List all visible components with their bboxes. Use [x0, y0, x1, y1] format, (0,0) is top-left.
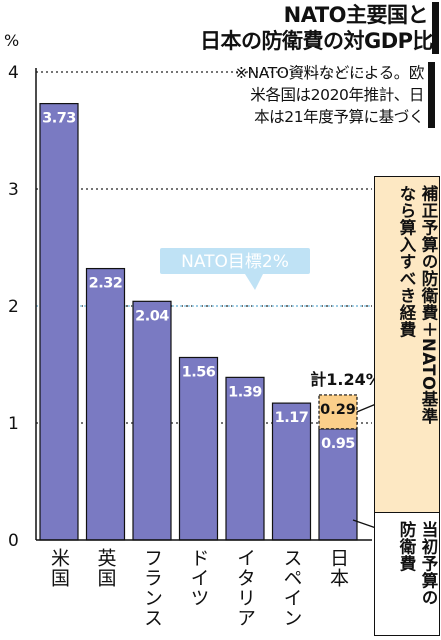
callout-supp-line-2: なら算入すべき経費 [397, 185, 416, 338]
bar-5 [271, 402, 312, 541]
init-callout-pointer [352, 519, 377, 529]
chart-title: NATO主要国と 日本の防衛費の対GDP比 [200, 2, 439, 54]
nato-target-label-pointer [245, 274, 263, 290]
supplementary-budget-callout: 補正予算の防衛費＋NATO基準 なら算入すべき経費 [374, 176, 440, 536]
category-label-4: イタリア [234, 548, 256, 628]
category-label-5: スペイン [280, 548, 303, 628]
category-label-1: 英国 [94, 548, 117, 588]
bar-value-label-3: 1.56 [182, 364, 216, 380]
nato-target-label-box [160, 248, 310, 274]
bar-value-label-1: 2.32 [89, 276, 123, 292]
bar-value-label-0: 3.73 [42, 111, 76, 127]
target-line-group: NATO目標2% [36, 248, 372, 307]
bar-0 [39, 102, 79, 541]
bar-2 [132, 300, 172, 541]
callout-init-line-2: 防衛費 [397, 521, 416, 572]
bar-value-label-5: 1.17 [275, 410, 309, 426]
supp-callout-pointer [356, 403, 377, 413]
bar-3 [178, 356, 219, 541]
category-label-2: フランス [141, 548, 163, 628]
category-label-3: ドイツ [187, 548, 210, 608]
note-line-2: 米各国は2020年推計、日 [250, 86, 424, 104]
bar-1 [85, 267, 126, 541]
y-tick-label-4: 4 [8, 63, 19, 83]
bar-value-label-6: 0.95 [321, 436, 355, 452]
note-line-1: ※NATO資料などによる。欧 [234, 64, 424, 82]
note-line-3: 本は21年度予算に基づく [254, 108, 424, 126]
japan-total-label: 計1.24% [310, 370, 382, 389]
category-label-0: 米国 [48, 548, 70, 588]
y-tick-label-1: 1 [8, 414, 19, 434]
category-label-6: 日本 [327, 548, 349, 588]
bar-value-label-4: 1.39 [228, 384, 262, 400]
callout-supp-line-1: 補正予算の防衛費＋NATO基準 [419, 185, 438, 425]
value-labels: 3.73 2.32 2.04 1.56 1.39 1.17 0.95 0.29 計1.24% [42, 111, 382, 529]
y-tick-label-3: 3 [8, 180, 19, 200]
bars [39, 102, 358, 541]
bar-value-label-2: 2.04 [135, 308, 169, 324]
y-tick-label-2: 2 [8, 297, 19, 317]
title-line-2: 日本の防衛費の対GDP比 [200, 29, 434, 53]
y-axis: 0 1 2 3 4% [4, 31, 372, 551]
y-tick-label-0: 0 [8, 531, 19, 551]
y-axis-unit: % [4, 31, 19, 50]
bar-japan-extra [318, 394, 358, 430]
bar-4 [225, 376, 265, 541]
source-note: ※NATO資料などによる。欧 米各国は2020年推計、日 本は21年度予算に基づ… [108, 62, 435, 128]
bar-japan-extra-label: 0.29 [320, 402, 356, 418]
title-line-1: NATO主要国と [283, 3, 429, 27]
initial-budget-callout: 当初予算の 防衛費 [374, 512, 440, 636]
nato-target-label: NATO目標2% [181, 252, 289, 272]
callout-init-line-1: 当初予算の [419, 521, 438, 606]
